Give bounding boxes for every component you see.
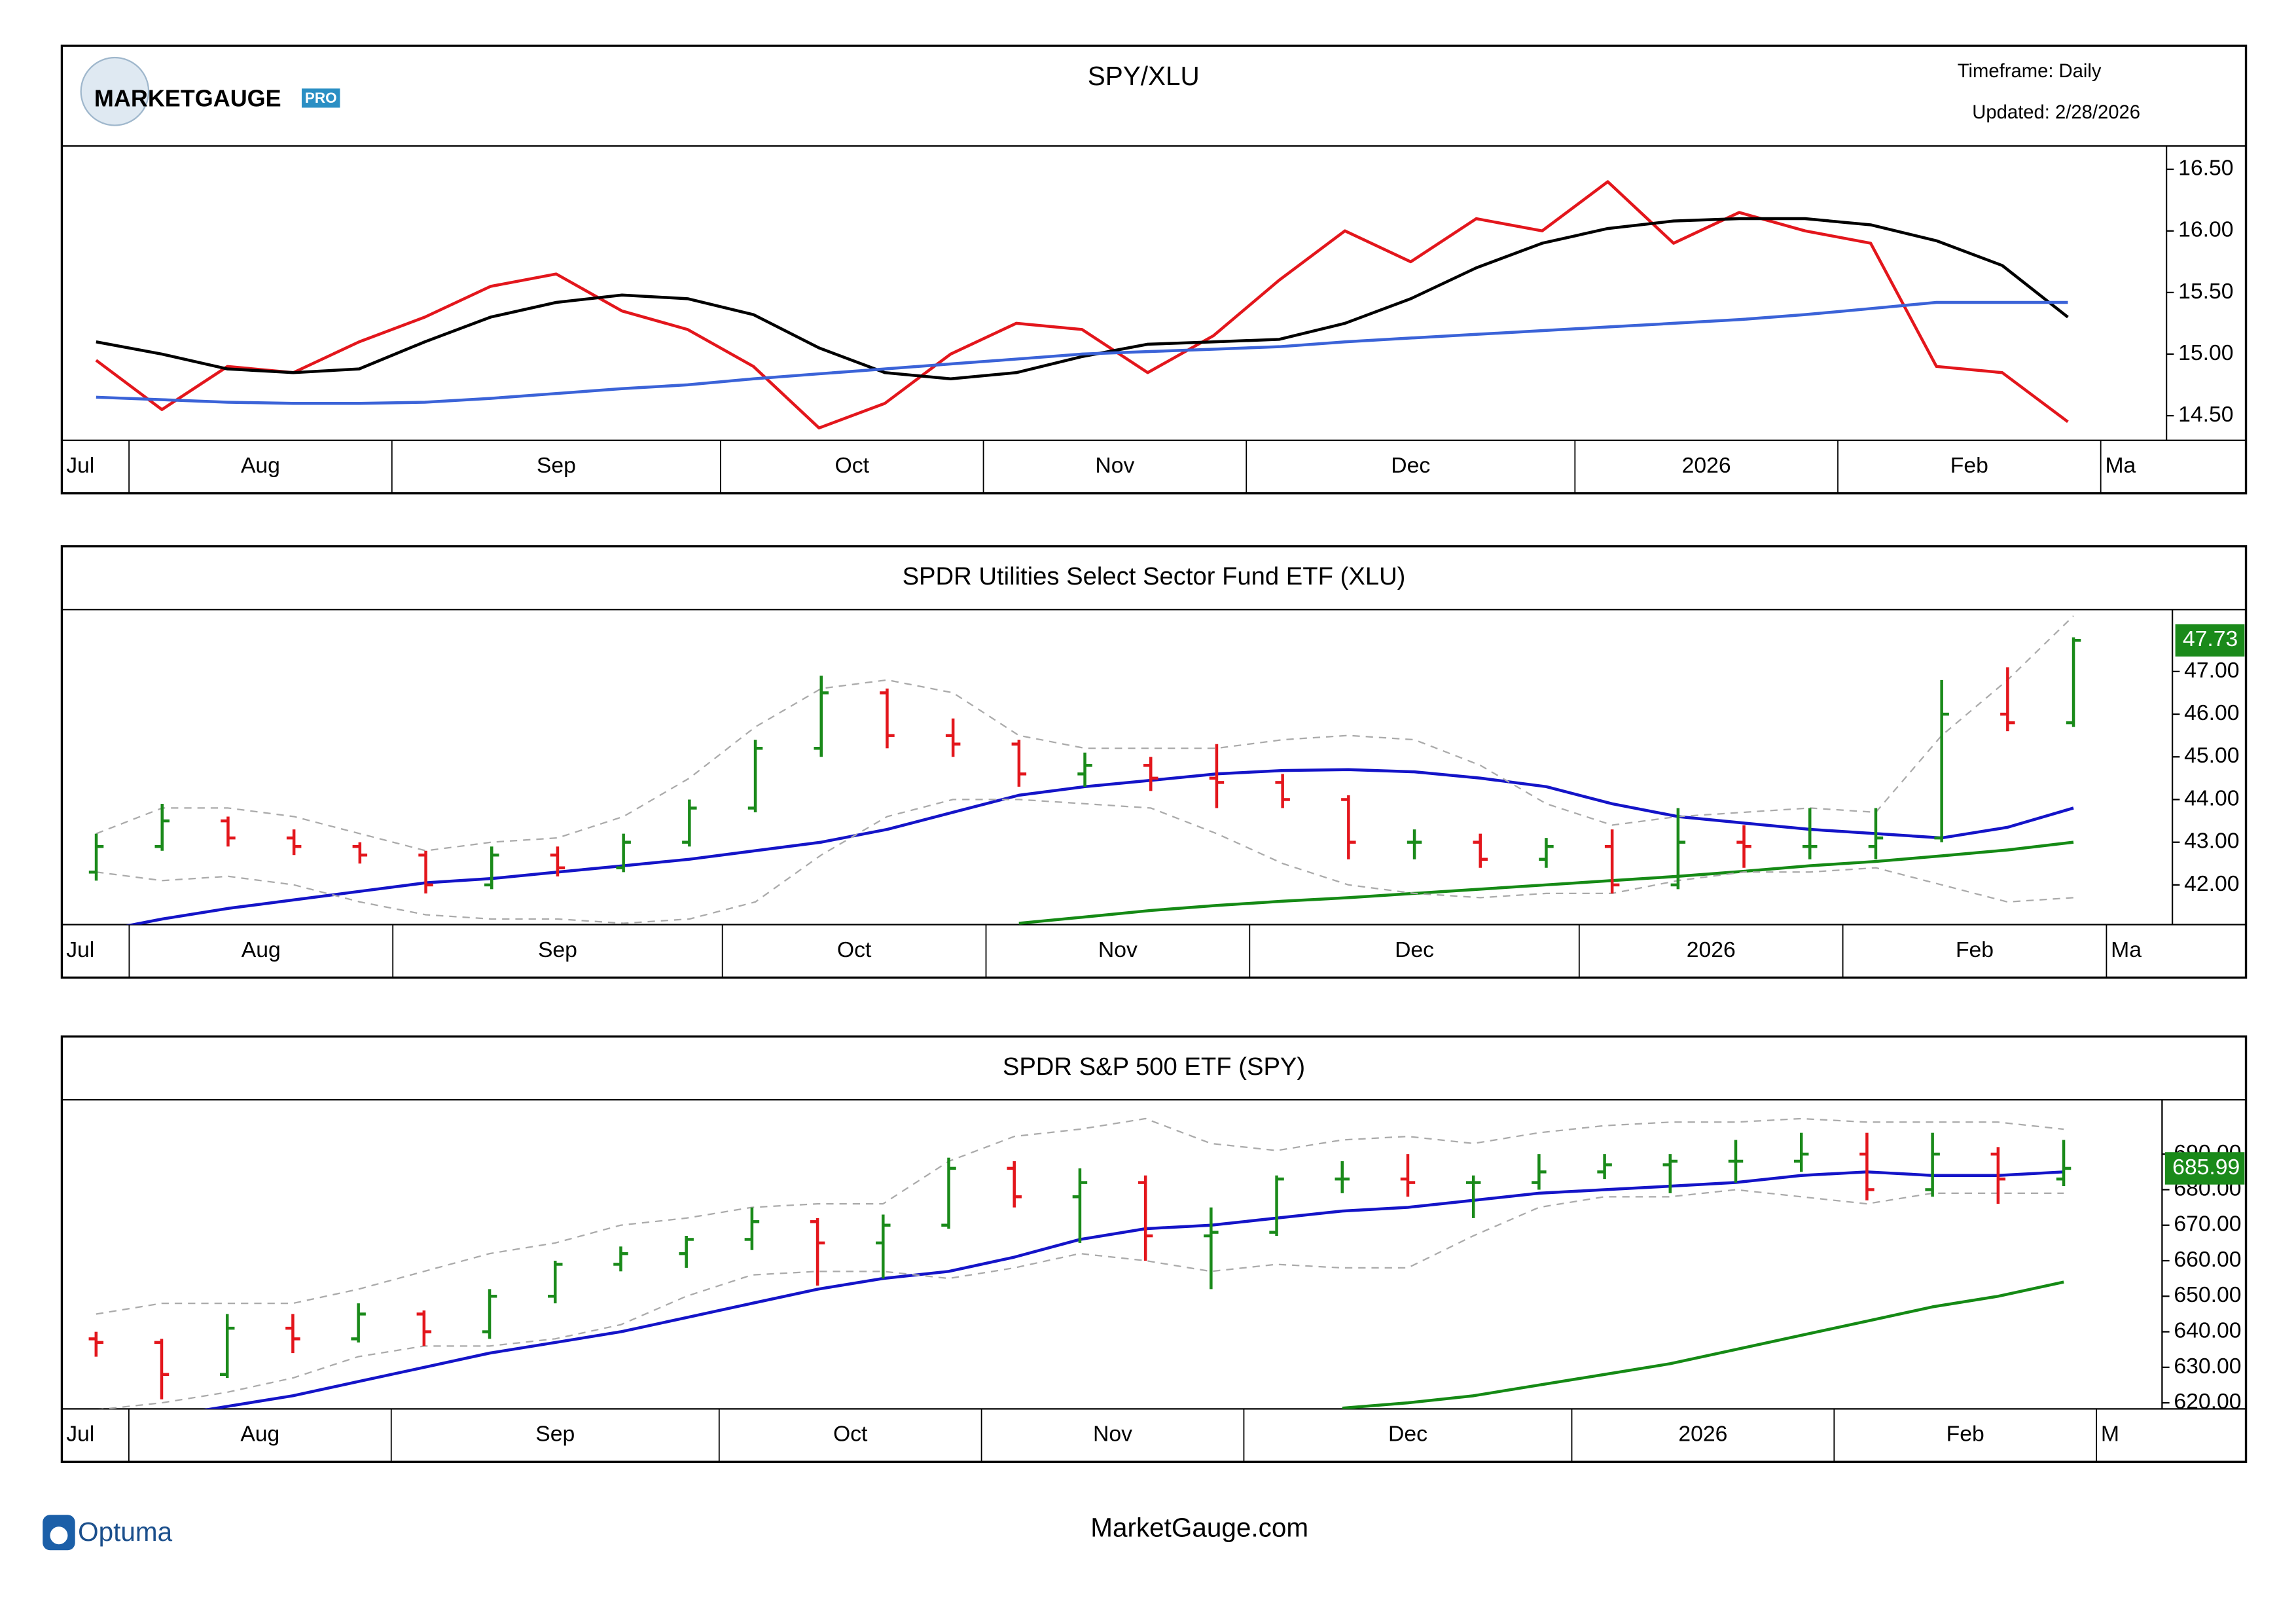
last-value-label: 47.73	[2183, 626, 2238, 651]
y-tick-label: 16.50	[2178, 156, 2233, 181]
plot-area	[88, 615, 2081, 925]
plot-area	[88, 1117, 2072, 1409]
x-tick-label: Jul	[66, 1422, 94, 1447]
chart-title: SPY/XLU	[1088, 61, 1200, 91]
x-tick-label: Ma	[2111, 937, 2142, 962]
y-tick-label: 46.00	[2184, 700, 2239, 725]
logo-badge: PRO	[305, 90, 337, 106]
y-tick-label: 14.50	[2178, 402, 2233, 427]
chart-title: SPDR Utilities Select Sector Fund ETF (X…	[903, 562, 1406, 590]
x-tick-label: Nov	[1095, 453, 1134, 478]
x-tick-label: Feb	[1950, 453, 1988, 478]
x-tick-label: Feb	[1956, 937, 1994, 962]
x-tick-label: Sep	[538, 937, 577, 962]
y-tick-label: 42.00	[2184, 871, 2239, 896]
y-tick-label: 15.00	[2178, 340, 2233, 365]
y-tick-label: 670.00	[2174, 1212, 2241, 1236]
x-tick-label: Oct	[837, 937, 872, 962]
x-tick-label: Dec	[1391, 453, 1430, 478]
series-line	[1342, 1280, 2064, 1409]
y-tick-label: 15.50	[2178, 279, 2233, 304]
timeframe: Timeframe: Daily	[1958, 61, 2102, 82]
y-tick-label: 640.00	[2174, 1318, 2241, 1343]
updated: Updated: 2/28/2026	[1972, 102, 2140, 123]
x-tick-label: Dec	[1395, 937, 1434, 962]
x-tick-label: Jul	[66, 937, 94, 962]
x-tick-label: M	[2101, 1422, 2119, 1447]
footer-brand: Optuma	[43, 1515, 173, 1551]
x-tick-label: Sep	[535, 1422, 575, 1447]
logo: MARKETGAUGE PRO	[80, 56, 340, 126]
y-tick-label: 47.00	[2184, 658, 2239, 683]
series-line	[1018, 840, 2074, 925]
series-line	[96, 300, 2068, 405]
x-tick-label: Sep	[537, 453, 576, 478]
chart-title: SPDR S&P 500 ETF (SPY)	[1003, 1053, 1305, 1081]
y-tick-label: 660.00	[2174, 1247, 2241, 1272]
x-tick-label: Nov	[1093, 1422, 1132, 1447]
x-tick-label: 2026	[1687, 937, 1736, 962]
x-tick-label: 2026	[1682, 453, 1731, 478]
y-tick-label: 44.00	[2184, 785, 2239, 810]
last-value-box	[2175, 624, 2245, 657]
y-tick-label: 45.00	[2184, 743, 2239, 768]
x-tick-label: Aug	[240, 1422, 279, 1447]
x-tick-label: Aug	[241, 453, 280, 478]
x-tick-label: Nov	[1098, 937, 1138, 962]
y-tick-label: 43.00	[2184, 829, 2239, 854]
series-line	[126, 768, 2074, 925]
x-tick-label: Oct	[834, 453, 869, 478]
series-line	[98, 1189, 2064, 1409]
y-tick-label: 630.00	[2174, 1354, 2241, 1379]
footer-site: MarketGauge.com	[1090, 1512, 1308, 1542]
logo-text: MARKETGAUGE	[94, 85, 281, 112]
series-line	[96, 217, 2069, 380]
last-value-label: 685.99	[2172, 1155, 2240, 1180]
panel-frame	[60, 545, 2248, 979]
series-line	[95, 180, 2069, 430]
last-value-box	[2164, 1152, 2245, 1185]
series-line	[96, 799, 2074, 924]
panel-frame	[60, 1035, 2248, 1463]
x-tick-label: Oct	[833, 1422, 868, 1447]
x-tick-label: Aug	[242, 937, 281, 962]
y-tick-label: 650.00	[2174, 1282, 2241, 1307]
brand-text: Optuma	[78, 1517, 172, 1547]
x-tick-label: Ma	[2105, 453, 2136, 478]
series-line	[96, 615, 2074, 852]
y-tick-label: 16.00	[2178, 217, 2233, 242]
x-tick-label: Feb	[1946, 1422, 1984, 1447]
x-tick-label: Dec	[1388, 1422, 1427, 1447]
x-tick-label: 2026	[1678, 1422, 1727, 1447]
plot-area	[95, 180, 2069, 430]
x-tick-label: Jul	[66, 453, 94, 478]
series-line	[96, 1117, 2064, 1315]
panel-frame	[60, 45, 2248, 495]
y-tick-label: 620.00	[2174, 1389, 2241, 1414]
